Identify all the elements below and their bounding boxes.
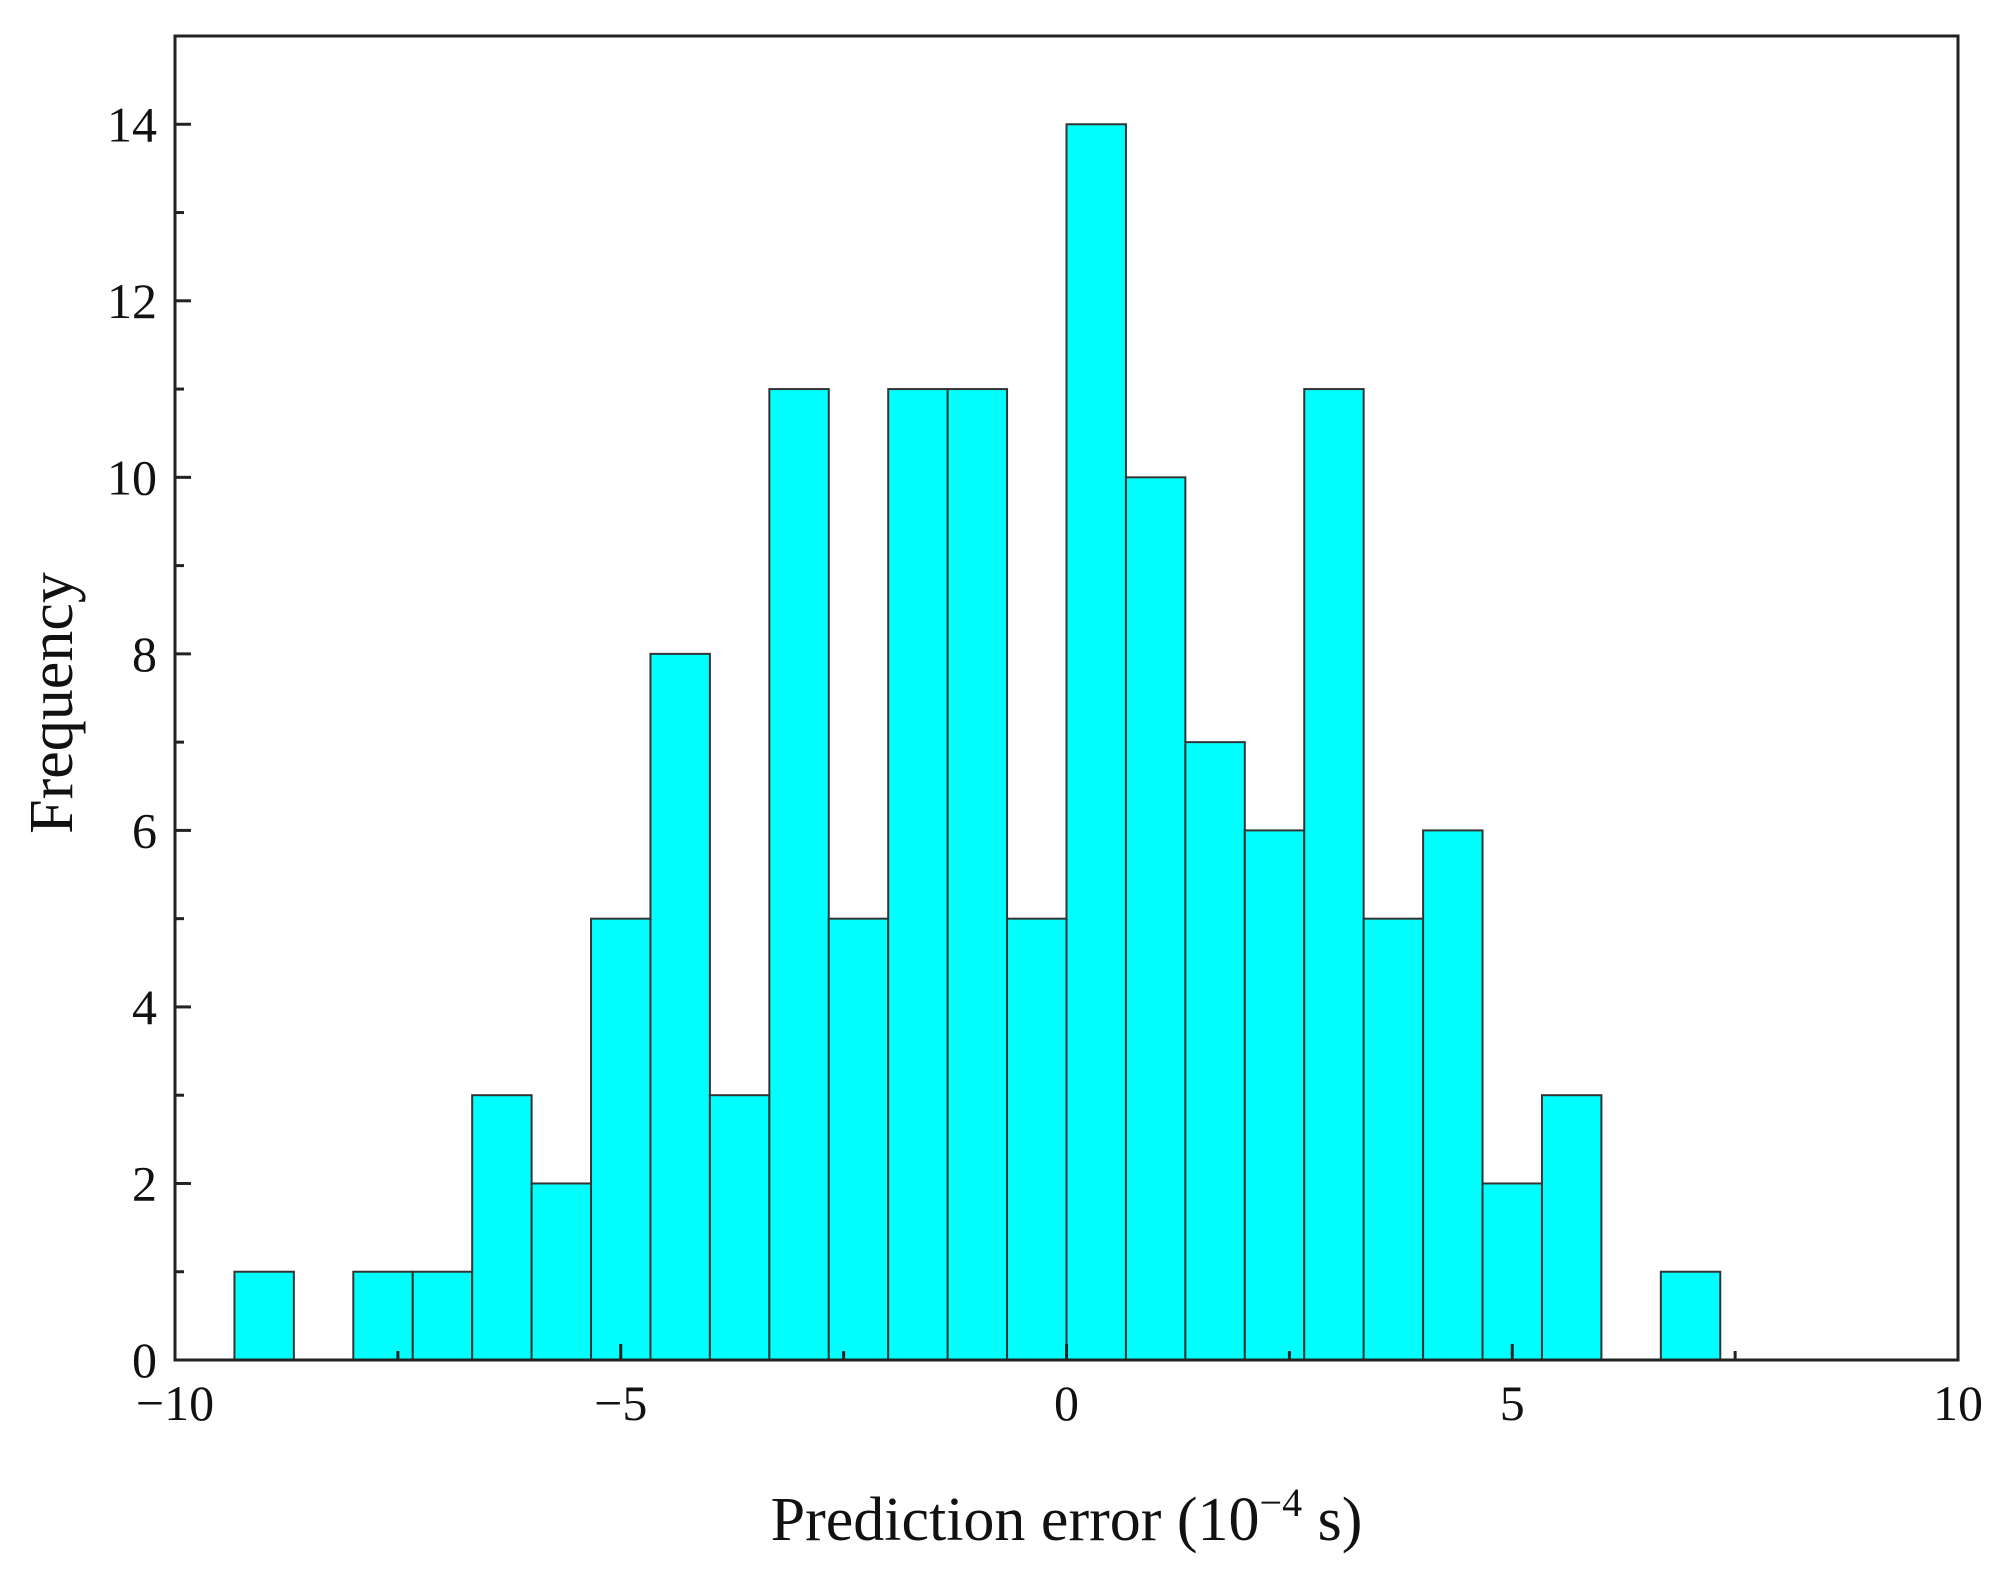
histogram-bar-0 [233,1270,295,1361]
histogram-bar-14 [1065,123,1127,1361]
histogram-bar-20 [1422,829,1484,1361]
y-tick-label: 6 [132,802,157,858]
histogram-bar-9 [768,388,830,1362]
histogram-bar-15 [1124,476,1187,1362]
histogram-bar-24 [1659,1270,1722,1361]
y-axis-title: Frequency [18,572,86,834]
histogram-bar-19 [1362,917,1425,1362]
histogram-bar-10 [827,917,890,1362]
x-tick-label: 0 [1054,1375,1079,1431]
y-tick-label: 0 [132,1332,157,1388]
histogram-bar-6 [590,917,652,1362]
histogram-bar-4 [471,1094,533,1361]
y-tick-label: 14 [107,96,157,152]
x-tick-label: 5 [1500,1375,1525,1431]
histogram-bar-13 [1006,917,1068,1362]
x-tick-label: −5 [594,1375,647,1431]
histogram-bar-7 [649,652,711,1361]
y-tick-label: 10 [107,449,157,505]
x-axis-ticks: −10 −5 0 5 10 [136,1344,1983,1431]
histogram-bar-16 [1184,741,1246,1361]
y-tick-label: 4 [132,979,157,1035]
histogram-bar-8 [708,1094,771,1361]
histogram-bar-18 [1303,388,1365,1362]
bars-group [233,123,1722,1362]
y-axis-ticks: 0 2 4 6 8 10 12 14 [107,34,191,1388]
y-tick-label: 2 [132,1155,157,1211]
histogram-bar-21 [1481,1182,1543,1362]
y-tick-label: 8 [132,626,157,682]
x-axis-title: Prediction error (10−4 s) [771,1480,1363,1554]
histogram-bar-12 [946,388,1009,1362]
histogram-bar-5 [530,1182,593,1362]
histogram-bar-3 [411,1270,474,1361]
x-tick-label: −10 [136,1375,214,1431]
x-tick-label: 10 [1933,1375,1983,1431]
x-axis-title-unit: s) [1302,1486,1362,1554]
x-axis-title-exponent: −4 [1260,1480,1303,1525]
x-axis-title-main: Prediction error (10 [771,1486,1260,1554]
histogram-bar-11 [887,388,949,1362]
plot-frame [173,34,1960,1362]
histogram-bar-2 [352,1270,414,1361]
y-tick-label: 12 [107,273,157,329]
histogram-bar-17 [1243,829,1306,1361]
histogram-bar-22 [1540,1094,1603,1361]
